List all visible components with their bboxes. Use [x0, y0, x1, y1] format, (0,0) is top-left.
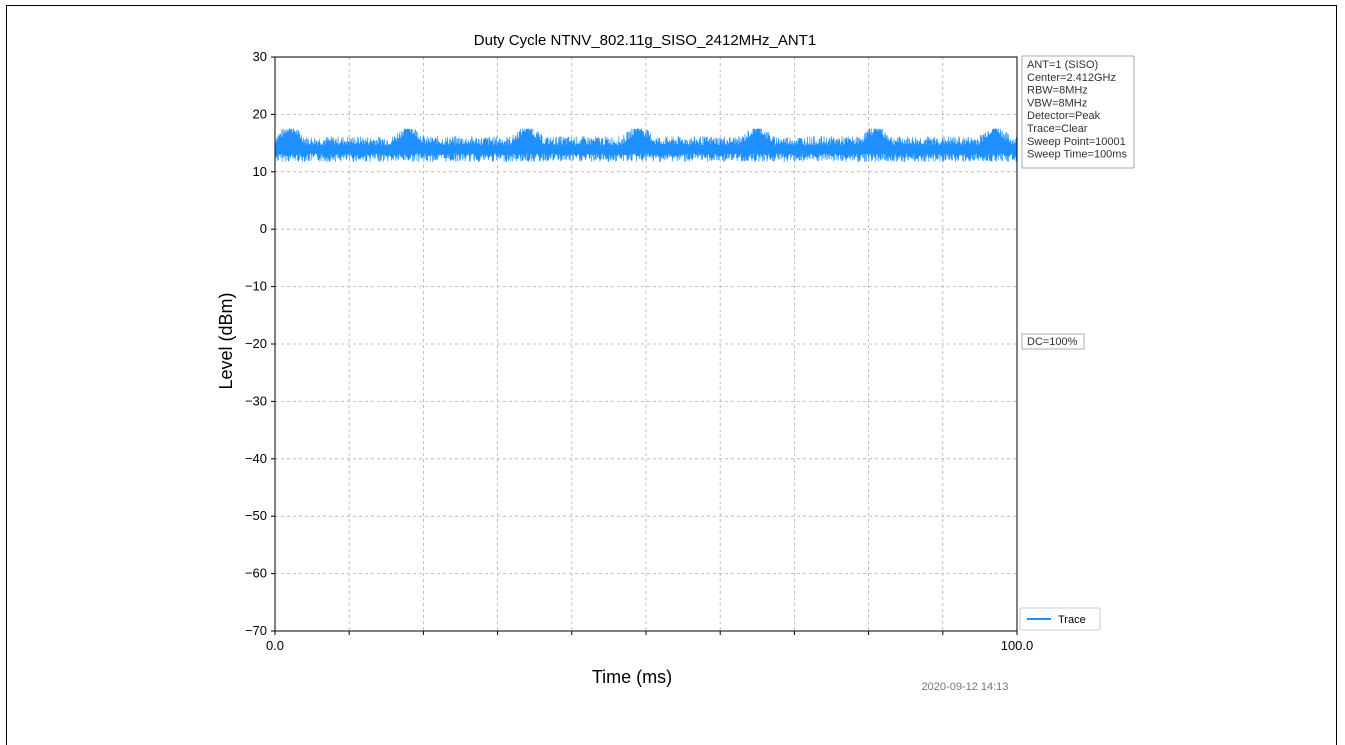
info-line: ANT=1 (SISO) — [1027, 59, 1098, 71]
y-tick-label: 10 — [253, 164, 267, 179]
y-axis: 30 20 10 0 −10 −20 −30 −40 −50 −60 −70 — [245, 49, 275, 638]
legend-label: Trace — [1058, 614, 1086, 626]
x-axis-label: Time (ms) — [592, 667, 672, 687]
y-tick-label: −20 — [245, 336, 267, 351]
dc-annotation: DC=100% — [1021, 333, 1085, 350]
y-tick-label: 20 — [253, 106, 267, 121]
info-line: Detector=Peak — [1027, 110, 1101, 122]
y-axis-label: Level (dBm) — [216, 292, 236, 389]
y-tick-label: 0 — [260, 221, 267, 236]
x-tick-label: 0.0 — [266, 638, 284, 653]
x-axis: 0.0 100.0 — [266, 631, 1033, 653]
chart-title: Duty Cycle NTNV_802.11g_SISO_2412MHz_ANT… — [474, 32, 816, 49]
trace-series — [274, 128, 1018, 163]
y-tick-label: −70 — [245, 623, 267, 638]
x-tick-label: 100.0 — [1001, 638, 1034, 653]
info-box-frame — [1021, 55, 1135, 169]
info-line: Sweep Point=10001 — [1027, 136, 1126, 148]
info-line: Center=2.412GHz — [1027, 72, 1116, 84]
info-box: ANT=1 (SISO)Center=2.412GHzRBW=8MHzVBW=8… — [1021, 55, 1135, 169]
y-tick-label: −30 — [245, 393, 267, 408]
info-line: Trace=Clear — [1027, 123, 1088, 135]
y-tick-label: 30 — [253, 49, 267, 64]
y-tick-label: −60 — [245, 566, 267, 581]
figure-frame — [6, 5, 1337, 745]
info-line: RBW=8MHz — [1027, 85, 1088, 97]
y-tick-label: −10 — [245, 279, 267, 294]
y-tick-label: −50 — [245, 508, 267, 523]
info-line: Sweep Time=100ms — [1027, 149, 1127, 161]
y-tick-label: −40 — [245, 451, 267, 466]
legend: Trace — [1019, 607, 1101, 631]
trace-line — [274, 128, 1018, 163]
info-line: VBW=8MHz — [1027, 97, 1087, 109]
grid — [275, 57, 1017, 631]
timestamp: 2020-09-12 14:13 — [922, 681, 1009, 693]
dc-annotation-text: DC=100% — [1027, 336, 1078, 348]
